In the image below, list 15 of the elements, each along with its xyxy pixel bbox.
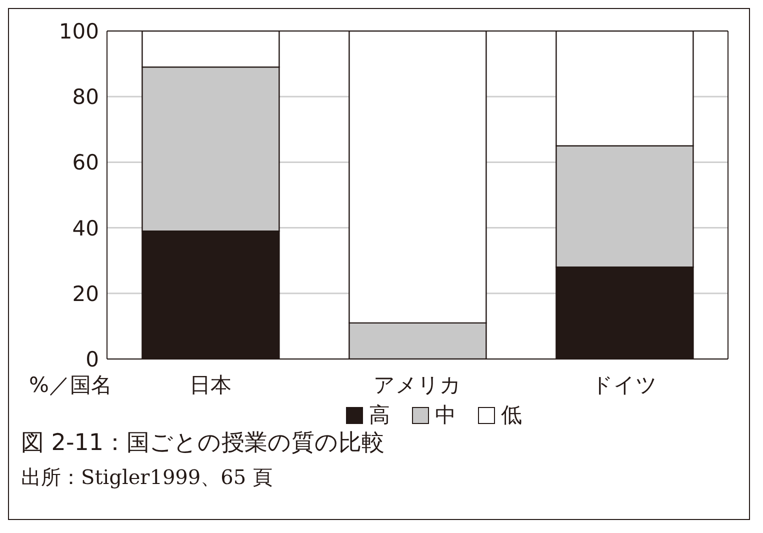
y-tick-label: 20	[72, 282, 99, 306]
x-tick-label: アメリカ	[374, 372, 462, 397]
y-tick-label: 0	[86, 347, 99, 372]
x-axis-title: %／国名	[29, 372, 112, 399]
legend-label: 低	[500, 402, 522, 429]
x-tick-label: ドイツ	[592, 372, 658, 397]
y-tick-label: 100	[58, 19, 99, 44]
y-tick-label: 40	[72, 216, 99, 240]
x-tick-label: 日本	[190, 372, 232, 397]
legend-label: 中	[434, 402, 456, 429]
legend-label: 高	[368, 402, 390, 429]
text: 図 2-11：国ごとの授業の質の比較	[21, 429, 385, 458]
text: 出所：Stigler1999、65 頁	[21, 464, 272, 491]
y-tick-label: 60	[72, 150, 99, 175]
y-tick-label: 80	[72, 85, 99, 110]
